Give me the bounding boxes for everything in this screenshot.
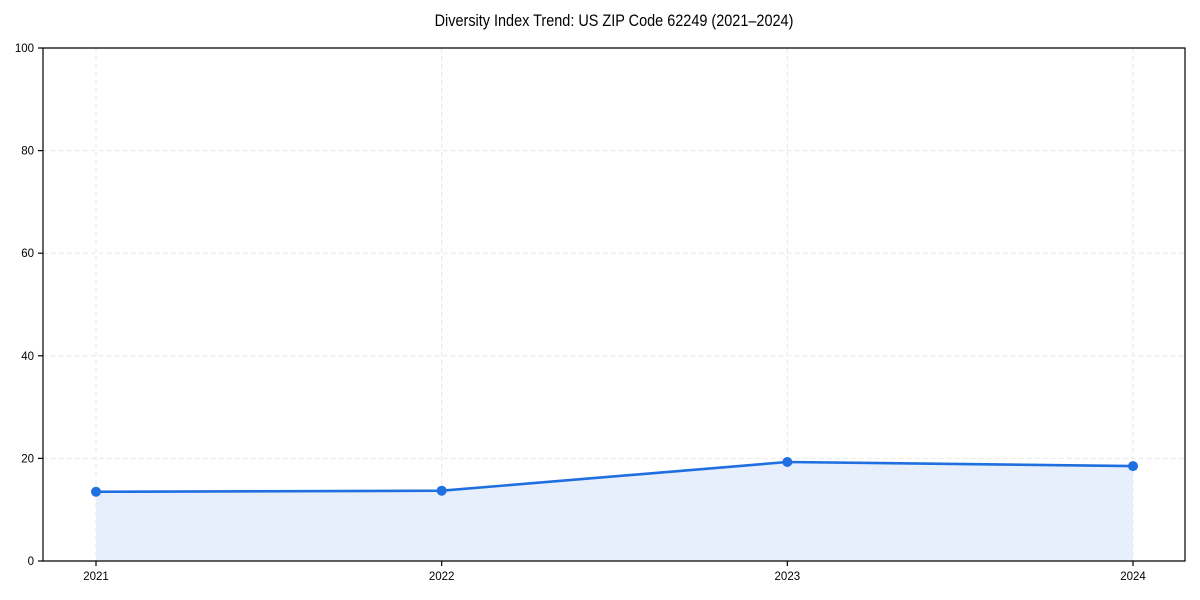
data-point-2022: [436, 485, 447, 496]
data-point-2023: [782, 456, 793, 467]
y-tick-label: 100: [15, 43, 34, 55]
x-tick-label: 2022: [429, 571, 455, 583]
plot-border: [42, 47, 1186, 562]
trend-line: [94, 460, 1135, 494]
y-tick-label: 0: [28, 556, 34, 568]
data-point-2021: [91, 486, 101, 497]
chart-title: Diversity Index Trend: US ZIP Code 62249…: [434, 11, 794, 30]
y-tick-label: 80: [21, 146, 34, 158]
x-tick-label: 2023: [775, 571, 801, 583]
area-fill: [96, 461, 1133, 561]
x-tick-label: 2024: [1120, 571, 1146, 583]
data-point-2024: [1128, 461, 1138, 472]
y-tick-label: 60: [21, 248, 34, 260]
y-tick-label: 40: [21, 351, 34, 363]
x-tick-label: 2021: [83, 571, 109, 583]
y-tick-label: 20: [21, 453, 34, 465]
